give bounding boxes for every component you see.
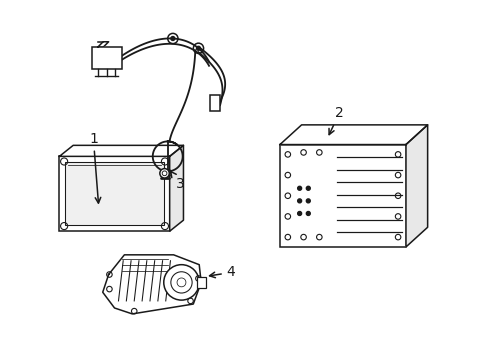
- FancyBboxPatch shape: [279, 145, 405, 247]
- Circle shape: [160, 168, 169, 178]
- Circle shape: [305, 199, 309, 203]
- Polygon shape: [98, 42, 108, 47]
- FancyBboxPatch shape: [92, 47, 122, 69]
- Circle shape: [297, 212, 301, 215]
- Circle shape: [196, 46, 200, 50]
- FancyBboxPatch shape: [210, 95, 220, 111]
- Polygon shape: [59, 145, 183, 156]
- Text: 3: 3: [170, 171, 184, 191]
- Text: 4: 4: [209, 265, 235, 279]
- Text: 2: 2: [328, 106, 343, 135]
- Text: 1: 1: [89, 132, 101, 203]
- Circle shape: [170, 36, 175, 40]
- FancyBboxPatch shape: [65, 162, 163, 225]
- Circle shape: [170, 272, 192, 293]
- Circle shape: [305, 212, 309, 215]
- Polygon shape: [279, 125, 427, 145]
- Circle shape: [305, 186, 309, 190]
- Polygon shape: [405, 125, 427, 247]
- FancyBboxPatch shape: [197, 277, 205, 288]
- Polygon shape: [102, 255, 201, 314]
- Polygon shape: [169, 145, 183, 231]
- Circle shape: [297, 186, 301, 190]
- FancyBboxPatch shape: [59, 156, 169, 231]
- Circle shape: [297, 199, 301, 203]
- Circle shape: [163, 265, 199, 300]
- Circle shape: [177, 278, 185, 287]
